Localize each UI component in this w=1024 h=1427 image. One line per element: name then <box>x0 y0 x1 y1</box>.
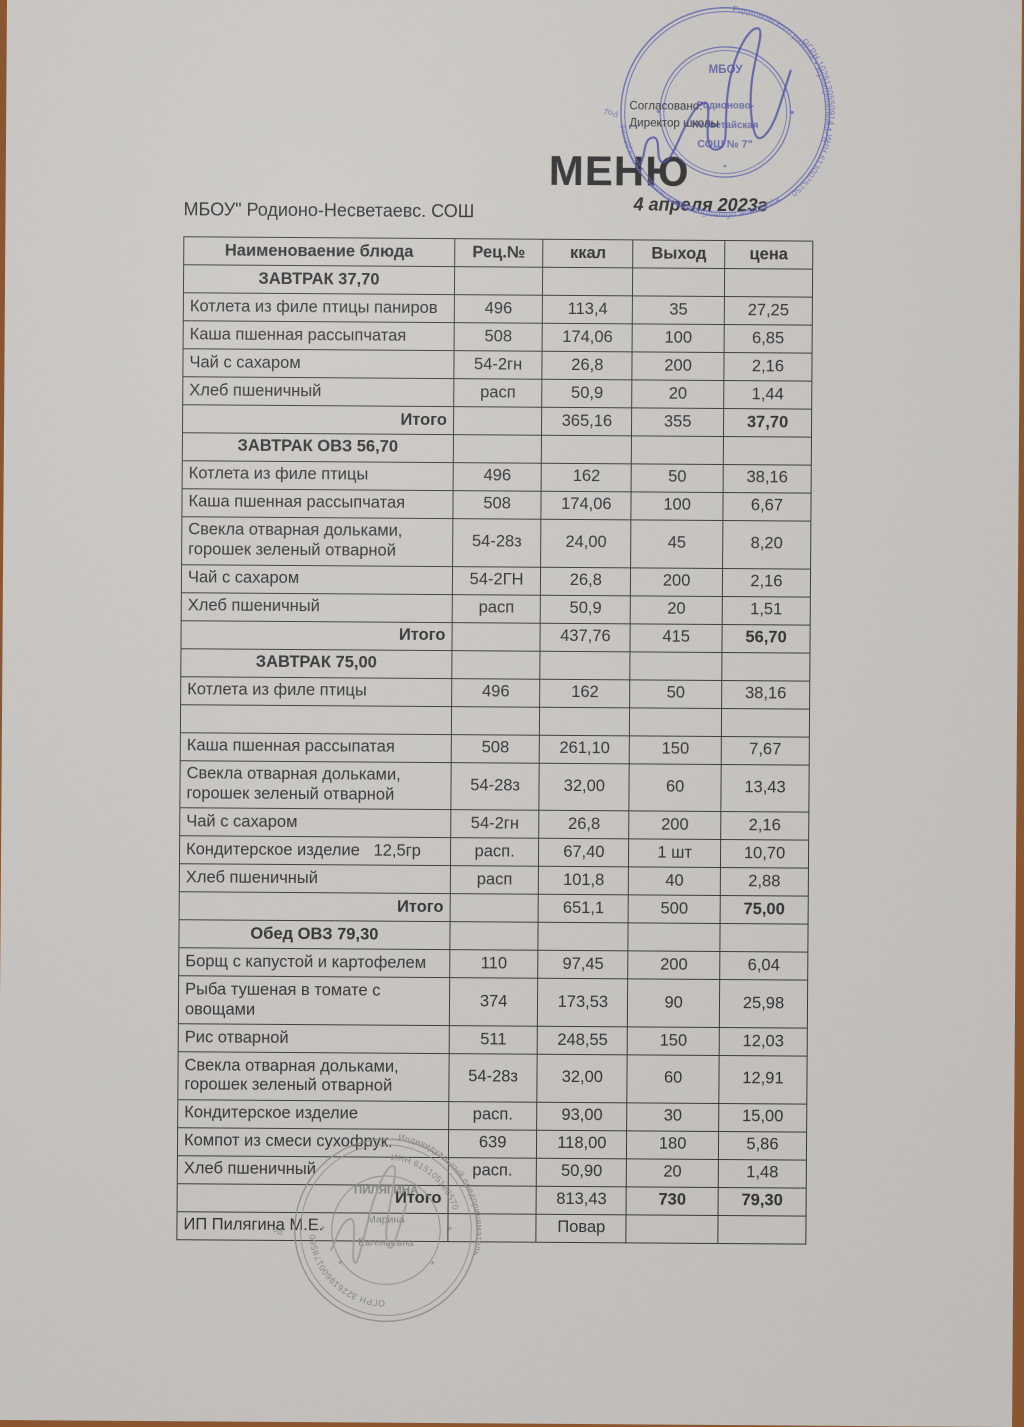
svg-text:ИНН 615105186570: ИНН 615105186570 <box>390 1152 461 1211</box>
svg-text:юджетное общеобразовательное: юджетное общеобразовательное <box>643 177 782 221</box>
svg-text:СОШ № 7": СОШ № 7" <box>697 138 752 150</box>
svg-text:ПИЛЯГИНА: ПИЛЯГИНА <box>354 1185 419 1197</box>
svg-text:*: * <box>321 1225 325 1236</box>
svg-text:Родионово-Несветайского района: Родионово-Несветайского района <box>603 16 619 119</box>
svg-text:Индивидуальный предприниматель: Индивидуальный предприниматель <box>397 1132 486 1258</box>
svg-text:*: * <box>338 1259 342 1270</box>
svg-text:*: * <box>430 1260 434 1271</box>
svg-text:Евгеньевна: Евгеньевна <box>358 1238 414 1249</box>
svg-text:Согласовано:: Согласовано: <box>629 99 702 113</box>
svg-text:Несветайская: Несветайская <box>692 120 759 131</box>
svg-text:ОГРН 322619600178560: ОГРН 322619600178560 <box>307 1234 386 1309</box>
svg-text:Марина: Марина <box>367 1215 405 1226</box>
svg-text:Россия ростовская обл. г.Новош: Россия ростовская обл. г.Новошахтинск <box>273 1117 285 1237</box>
svg-text:Родионовского района • муницип: Родионовского района • муниципальное б <box>731 4 834 144</box>
svg-text:*: * <box>448 1225 452 1236</box>
svg-text:Директор школы: Директор школы <box>629 116 719 130</box>
svg-text:учреждение: учреждение <box>617 123 645 175</box>
svg-text:Родионово-: Родионово- <box>697 100 754 111</box>
svg-text:ОГРН 1026130550914 • ИНН 61300: ОГРН 1026130550914 • ИНН 6130025750 <box>789 36 837 199</box>
svg-text:МБОУ: МБОУ <box>708 63 743 76</box>
